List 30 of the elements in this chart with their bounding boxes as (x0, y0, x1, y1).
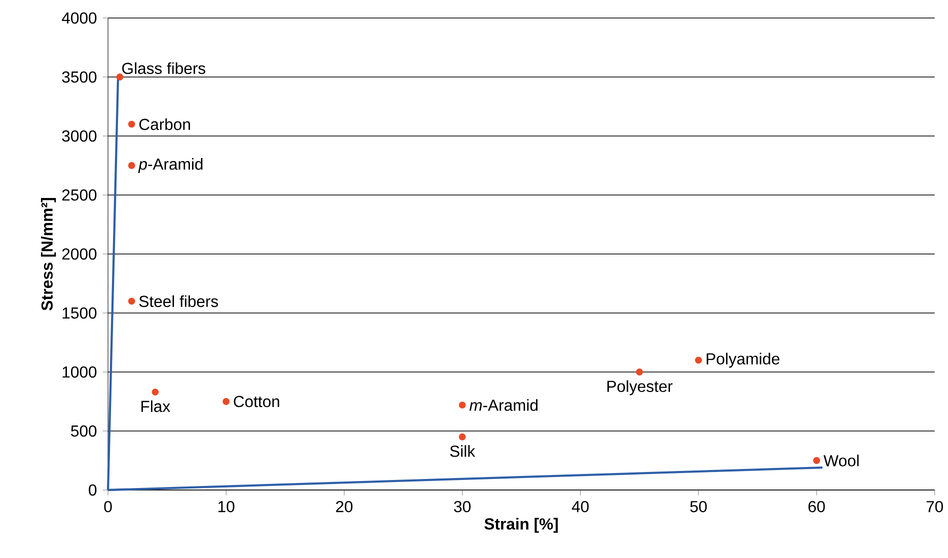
y-tick-label: 3500 (62, 71, 96, 83)
y-tick-label: 500 (71, 425, 96, 437)
y-tick-label: 2500 (62, 189, 96, 201)
y-tick-label: 4000 (62, 12, 96, 24)
annotation: Glass fibers (122, 62, 206, 74)
x-tick-label: 70 (926, 500, 943, 512)
x-axis-title: Strain [%] (484, 518, 558, 533)
annotation: Silk (450, 445, 476, 457)
x-tick-label: 0 (104, 500, 112, 512)
x-tick-label: 40 (572, 500, 589, 512)
annotation: m-Aramid (469, 399, 538, 411)
x-tick-label: 50 (690, 500, 707, 512)
x-tick-label: 60 (808, 500, 825, 512)
y-tick-label: 1000 (62, 366, 96, 378)
annotation: Wool (824, 454, 859, 466)
y-axis-title: Stress [N/mm²] (40, 198, 56, 310)
y-tick-label: 2000 (62, 248, 96, 260)
y-tick-label: 0 (88, 484, 96, 496)
annotation: Cotton (234, 396, 280, 408)
annotation: Steel fibers (139, 295, 218, 308)
annotation: p-Aramid (138, 158, 202, 173)
annotation: Polyamide (706, 352, 780, 368)
y-tick-label: 1500 (62, 307, 96, 319)
x-tick-label: 10 (218, 500, 234, 512)
x-tick-label: 30 (454, 500, 471, 512)
annotation: Carbon (139, 118, 190, 130)
annotation: Flax (141, 400, 170, 412)
annotation: Polyester (607, 380, 673, 396)
x-tick-label: 20 (336, 500, 352, 512)
y-tick-label: 3000 (62, 130, 96, 142)
